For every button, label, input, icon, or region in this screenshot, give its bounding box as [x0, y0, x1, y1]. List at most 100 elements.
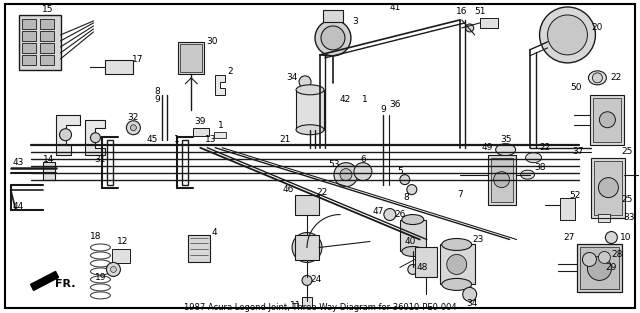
Bar — [43, 162, 54, 180]
Text: 32: 32 — [128, 113, 139, 122]
Circle shape — [299, 76, 311, 88]
Circle shape — [340, 169, 352, 181]
Text: FR.: FR. — [55, 280, 76, 290]
Bar — [40, 19, 54, 29]
Polygon shape — [302, 297, 312, 307]
Polygon shape — [86, 120, 106, 155]
Text: 34: 34 — [466, 299, 477, 308]
Circle shape — [60, 129, 72, 141]
Bar — [591, 158, 625, 218]
Circle shape — [321, 26, 345, 50]
Circle shape — [548, 15, 588, 55]
Circle shape — [600, 112, 616, 128]
Bar — [479, 18, 498, 28]
Text: 6: 6 — [360, 155, 366, 164]
Circle shape — [598, 178, 618, 198]
Circle shape — [466, 24, 474, 32]
Text: 29: 29 — [605, 263, 617, 272]
Bar — [22, 31, 36, 41]
Bar — [580, 248, 620, 290]
Bar — [593, 98, 621, 142]
Circle shape — [302, 275, 312, 285]
Circle shape — [493, 172, 509, 187]
Bar — [180, 44, 202, 72]
Ellipse shape — [296, 125, 324, 135]
Circle shape — [384, 208, 396, 221]
Text: 8: 8 — [154, 87, 160, 96]
Text: 37: 37 — [573, 147, 584, 156]
Text: 30: 30 — [207, 38, 218, 46]
Text: 31: 31 — [95, 155, 106, 164]
Text: 49: 49 — [482, 143, 493, 152]
Text: 19: 19 — [95, 273, 106, 282]
Text: 47: 47 — [372, 207, 383, 216]
Ellipse shape — [588, 71, 607, 85]
Text: 35: 35 — [500, 135, 511, 144]
Text: 27: 27 — [564, 233, 575, 242]
Bar — [559, 198, 575, 219]
Circle shape — [540, 7, 595, 63]
Text: 14: 14 — [43, 155, 54, 164]
Bar — [19, 15, 61, 70]
Text: 48: 48 — [416, 263, 428, 272]
Bar — [22, 55, 36, 65]
Text: 9: 9 — [154, 95, 160, 104]
Text: 1: 1 — [175, 135, 180, 144]
Text: 25: 25 — [621, 147, 633, 156]
Bar — [591, 95, 625, 145]
Bar — [40, 55, 54, 65]
Circle shape — [334, 163, 358, 187]
Circle shape — [582, 253, 596, 266]
Circle shape — [407, 185, 417, 195]
Circle shape — [447, 254, 467, 275]
Circle shape — [463, 287, 477, 301]
Bar — [323, 10, 343, 22]
Bar — [295, 195, 319, 214]
Bar — [491, 158, 513, 202]
Text: 41: 41 — [389, 3, 401, 13]
Text: 9: 9 — [380, 105, 386, 114]
Bar — [113, 249, 131, 264]
Text: 22: 22 — [611, 73, 622, 82]
Text: 46: 46 — [282, 185, 294, 194]
Bar — [577, 244, 622, 292]
Ellipse shape — [525, 153, 541, 163]
Circle shape — [106, 263, 120, 276]
Ellipse shape — [442, 239, 472, 250]
Text: 43: 43 — [13, 158, 24, 167]
Polygon shape — [56, 115, 81, 155]
Bar — [193, 128, 209, 136]
Text: 39: 39 — [195, 117, 206, 126]
Text: 23: 23 — [472, 235, 483, 244]
Ellipse shape — [402, 246, 424, 256]
Text: 2: 2 — [227, 67, 233, 76]
Bar — [415, 248, 436, 277]
Polygon shape — [31, 271, 58, 290]
Text: 36: 36 — [389, 100, 401, 109]
Bar — [22, 43, 36, 53]
Bar — [295, 234, 319, 260]
Text: 18: 18 — [90, 232, 101, 241]
Text: 53: 53 — [328, 160, 340, 169]
Ellipse shape — [296, 85, 324, 95]
Text: 26: 26 — [394, 210, 406, 219]
Text: 21: 21 — [280, 135, 291, 144]
Text: 4: 4 — [211, 228, 217, 237]
Text: 13: 13 — [204, 135, 216, 144]
Text: 1: 1 — [362, 95, 368, 104]
Bar — [182, 140, 188, 185]
Text: 52: 52 — [569, 191, 580, 200]
Bar — [22, 19, 36, 29]
Bar — [108, 140, 113, 185]
Text: 1: 1 — [218, 121, 224, 130]
Text: 45: 45 — [147, 135, 158, 144]
Text: 17: 17 — [132, 55, 143, 64]
Ellipse shape — [442, 279, 472, 290]
Circle shape — [598, 251, 611, 264]
Text: 22: 22 — [539, 143, 550, 152]
Circle shape — [400, 175, 410, 185]
Text: 3: 3 — [352, 18, 358, 27]
Ellipse shape — [402, 214, 424, 224]
Circle shape — [593, 73, 602, 83]
Text: 40: 40 — [404, 237, 415, 246]
